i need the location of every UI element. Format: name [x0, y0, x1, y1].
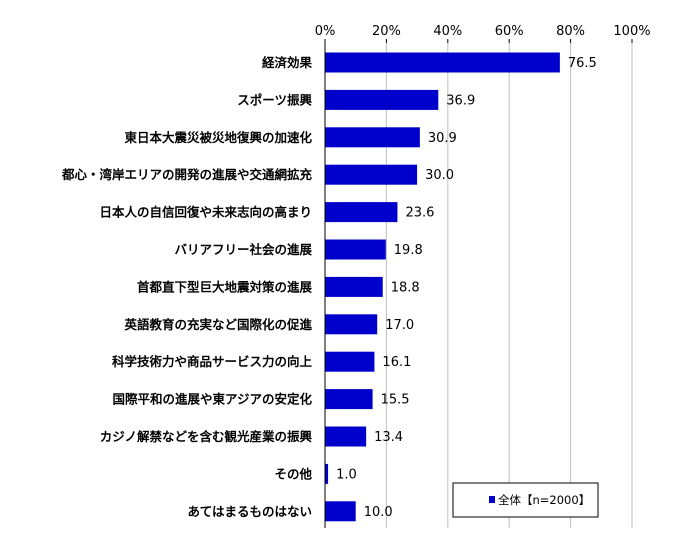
- category-label: 英語教育の充実など国際化の促進: [124, 317, 312, 332]
- legend-box: [452, 482, 599, 518]
- category-label: 東日本大震災被災地復興の加速化: [124, 130, 312, 145]
- data-label: 10.0: [364, 505, 393, 520]
- bar: [325, 314, 378, 335]
- category-label: 都心・湾岸エリアの開発の進展や交通網拡充: [61, 167, 313, 182]
- x-tick-label: 0%: [315, 24, 336, 39]
- data-label: 17.0: [385, 318, 414, 333]
- x-tick-label: 20%: [372, 24, 401, 39]
- x-tick-label: 40%: [433, 24, 462, 39]
- category-label: 日本人の自信回復や未来志向の高まり: [99, 205, 312, 220]
- category-label: バリアフリー社会の進展: [174, 242, 312, 257]
- category-label: スポーツ振興: [237, 92, 312, 107]
- data-label: 13.4: [374, 430, 403, 445]
- bar: [325, 239, 386, 260]
- category-label: カジノ解禁などを含む観光産業の振興: [100, 429, 313, 444]
- category-label: 経済効果: [262, 55, 313, 70]
- bar: [325, 127, 420, 148]
- category-label: 国際平和の進展や東アジアの安定化: [112, 392, 312, 407]
- bar: [325, 501, 356, 522]
- x-axis-ticks: 0% 20% 40% 60% 80% 100%: [315, 24, 651, 43]
- data-label: 30.0: [425, 168, 454, 183]
- bar: [325, 463, 329, 484]
- bar: [325, 202, 398, 223]
- bar: [325, 52, 560, 73]
- x-tick-label: 80%: [556, 24, 585, 39]
- bar: [325, 276, 383, 297]
- data-label: 15.5: [381, 393, 410, 408]
- bar: [325, 389, 373, 410]
- data-label: 23.6: [405, 206, 434, 221]
- data-label: 18.8: [391, 280, 420, 295]
- category-label: その他: [274, 466, 312, 481]
- data-label: 36.9: [446, 93, 475, 108]
- data-labels: 76.5 36.9 30.9 30.0 23.6 19.8 18.8 17.0 16.1 15.5…: [336, 56, 597, 520]
- x-tick-label: 60%: [495, 24, 524, 39]
- legend-swatch: [489, 496, 495, 503]
- data-label: 30.9: [428, 131, 457, 146]
- data-label: 1.0: [336, 467, 357, 482]
- x-tick-label: 100%: [613, 24, 650, 39]
- bar: [325, 164, 418, 185]
- bar: [325, 426, 367, 447]
- bar: [325, 89, 439, 110]
- category-label: あてはまるものはない: [187, 504, 312, 519]
- category-label: 首都直下型巨大地震対策の進展: [137, 279, 313, 294]
- legend-label: 全体【n=2000】: [498, 493, 590, 507]
- bars: [325, 52, 560, 522]
- legend: 全体【n=2000】: [452, 482, 599, 518]
- bar: [325, 351, 375, 372]
- category-labels: 経済効果スポーツ振興東日本大震災被災地復興の加速化都心・湾岸エリアの開発の進展や…: [61, 55, 313, 519]
- data-label: 19.8: [394, 243, 423, 258]
- category-label: 科学技術力や商品サービス力の向上: [112, 354, 313, 369]
- data-label: 76.5: [568, 56, 597, 71]
- gridlines: [385, 43, 633, 528]
- data-label: 16.1: [382, 355, 411, 370]
